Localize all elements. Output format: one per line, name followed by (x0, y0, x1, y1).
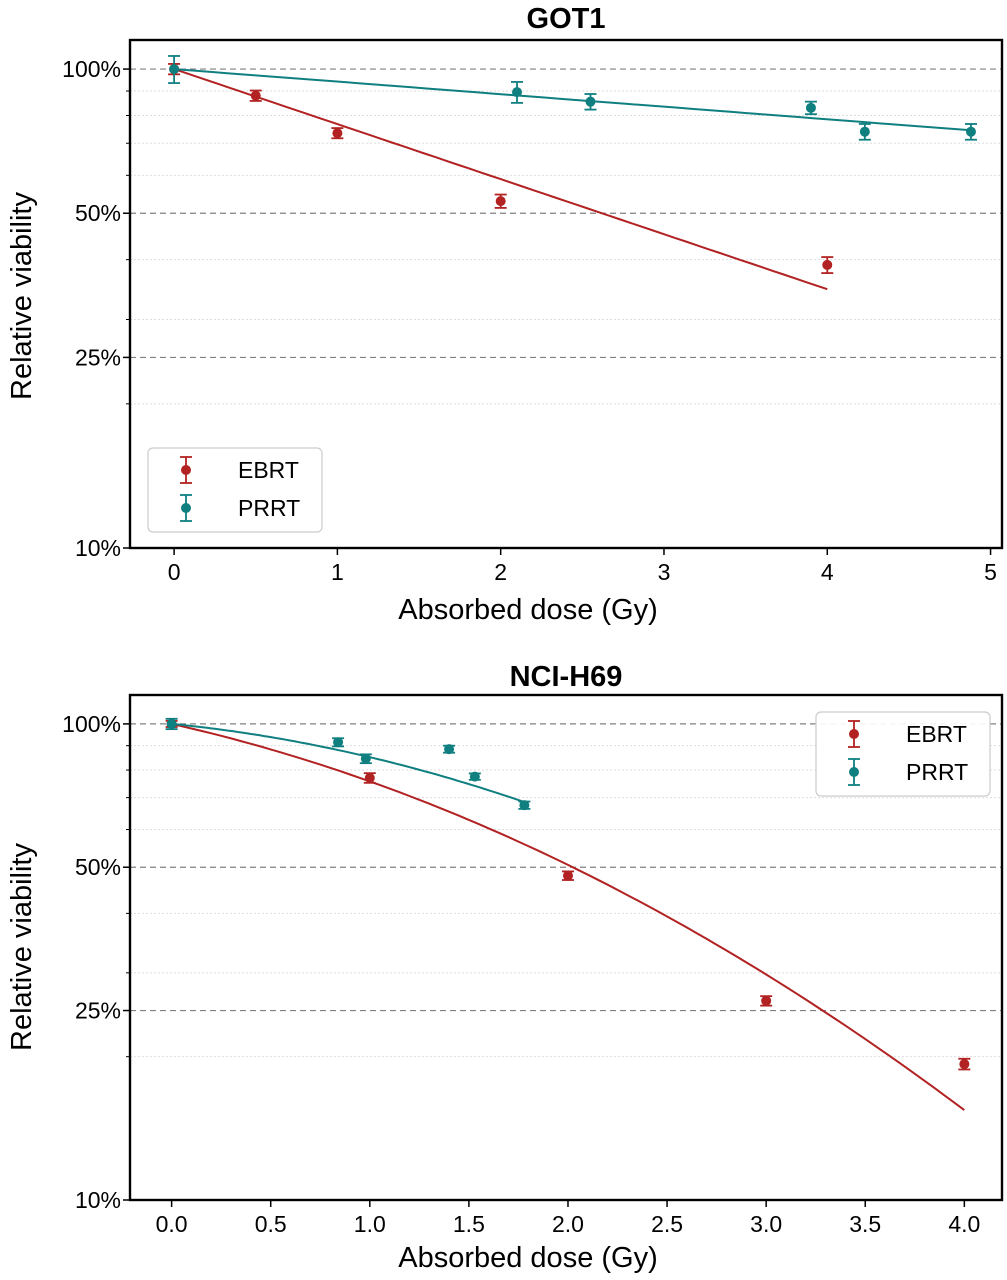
plot-area: 10% 25% 50% 100% 0.0 0.5 1.0 1.5 2.0 2.5 3.0 3.5 4.0… (62, 693, 1004, 1237)
x-tick-label: 4.0 (948, 1211, 980, 1237)
x-tick-label: 3.5 (849, 1211, 881, 1237)
y-tick-label: 10% (75, 1187, 121, 1213)
axes-frame (128, 38, 1004, 550)
x-tick-label: 1 (331, 559, 344, 585)
x-tick-label: 1.5 (453, 1211, 485, 1237)
data-point-ebrt (332, 128, 343, 139)
x-tick-label: 4 (821, 559, 834, 585)
x-tick-label: 2.0 (552, 1211, 584, 1237)
x-tick-label: 5 (984, 559, 997, 585)
data-point-ebrt (959, 1059, 970, 1070)
legend-label: PRRT (238, 495, 300, 521)
x-tick-label: 1.0 (354, 1211, 386, 1237)
legend-marker-prrt (849, 767, 859, 777)
chart-title: NCI-H69 (510, 661, 623, 693)
x-tick-label: 0.0 (156, 1211, 188, 1237)
data-point-prrt (360, 753, 371, 764)
legend: EBRT PRRT (815, 711, 991, 797)
legend-marker-ebrt (849, 729, 859, 739)
data-point-prrt (469, 771, 480, 782)
data-point-prrt (519, 800, 530, 811)
data-point-ebrt (822, 259, 833, 270)
legend-box (147, 447, 323, 533)
x-tick-label: 2 (494, 559, 507, 585)
data-point-prrt (333, 737, 344, 748)
y-tick-label: 50% (75, 854, 121, 880)
data-point-prrt (585, 96, 596, 107)
legend-label: PRRT (906, 759, 968, 785)
y-tick-label: 25% (75, 344, 121, 370)
data-point-ebrt (364, 772, 375, 783)
data-point-ebrt (250, 90, 261, 101)
x-axis-label: Absorbed dose (Gy) (398, 1242, 658, 1274)
x-axis-label: Absorbed dose (Gy) (398, 594, 658, 626)
data-point-prrt (444, 744, 455, 755)
data-point-ebrt (761, 995, 772, 1006)
y-tick-label: 50% (75, 200, 121, 226)
plot-area: 10% 25% 50% 100% 0 1 2 3 4 5 EBRT PRRT (62, 38, 1004, 585)
chart-title: GOT1 (527, 3, 606, 35)
data-point-prrt (512, 87, 523, 98)
x-tick-label: 0 (168, 559, 181, 585)
panel-nci-h69: NCI-H69 Absorbed dose (Gy) Relative viab… (6, 661, 1004, 1274)
y-tick-label: 100% (62, 56, 121, 82)
x-tick-label: 3 (658, 559, 671, 585)
fit-curve-ebrt (171, 722, 965, 1111)
fit-curve-prrt (174, 68, 972, 132)
y-tick-label: 100% (62, 711, 121, 737)
y-tick-label: 10% (75, 535, 121, 561)
axes-frame (128, 693, 1004, 1202)
data-point-ebrt (562, 870, 573, 881)
data-point-ebrt (495, 196, 506, 207)
legend-marker-ebrt (181, 465, 191, 475)
y-axis-label: Relative viability (6, 192, 38, 400)
data-point-prrt (965, 126, 976, 137)
legend: EBRT PRRT (147, 447, 323, 533)
x-tick-label: 0.5 (255, 1211, 287, 1237)
fit-curve-prrt (171, 722, 525, 804)
panel-got1: GOT1 Absorbed dose (Gy) Relative viabili… (6, 3, 1004, 626)
data-point-prrt (859, 126, 870, 137)
y-axis-label: Relative viability (6, 843, 38, 1051)
legend-box (815, 711, 991, 797)
x-tick-label: 2.5 (651, 1211, 683, 1237)
fit-curve-ebrt (173, 68, 828, 291)
data-point-prrt (805, 102, 816, 113)
data-point-prrt (169, 64, 180, 75)
legend-label: EBRT (906, 721, 967, 747)
y-tick-label: 25% (75, 998, 121, 1024)
legend-label: EBRT (238, 457, 299, 483)
legend-marker-prrt (181, 503, 191, 513)
x-tick-label: 3.0 (750, 1211, 782, 1237)
data-point-prrt (166, 718, 177, 729)
